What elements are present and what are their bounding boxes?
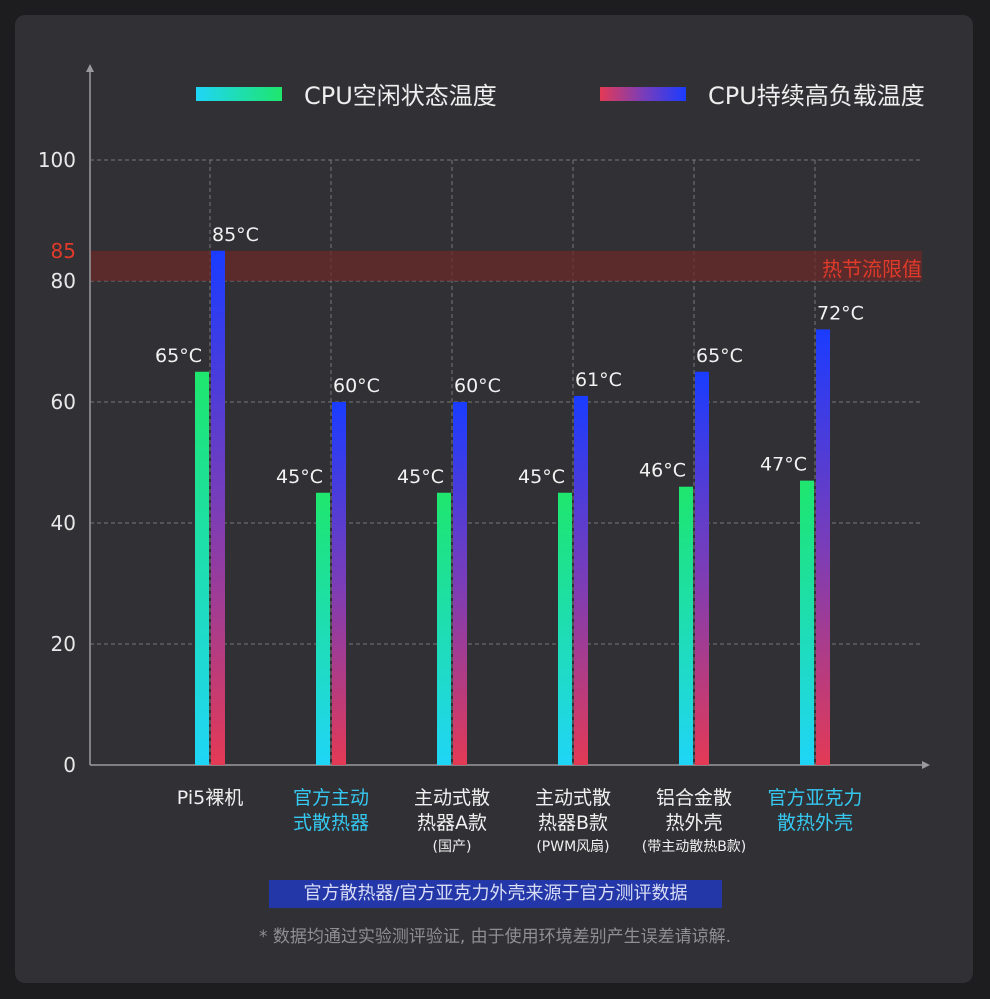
x-category-label: 主动式散热器B款 (PWM风扇) <box>503 786 643 858</box>
bar-load <box>211 250 225 765</box>
x-axis-arrow-icon <box>922 761 930 769</box>
x-category-line: 官方主动 <box>292 787 369 809</box>
bar-load <box>574 395 588 765</box>
data-label-idle: 45°C <box>518 466 565 488</box>
x-category-sub: (国产) <box>432 839 472 855</box>
y-tick-label: 40 <box>51 511 76 535</box>
x-category-line: 散热外壳 <box>776 812 853 834</box>
x-category-label: 主动式散热器A款 (国产) <box>382 786 522 858</box>
y-tick-label: 0 <box>63 753 76 777</box>
y-tick-label: 80 <box>51 269 76 293</box>
bar-load <box>453 402 467 765</box>
bar-load <box>695 371 709 765</box>
bar-idle <box>437 492 451 765</box>
y-tick-label: 60 <box>51 390 76 414</box>
threshold-label: 热节流限值 <box>822 257 922 281</box>
y-axis-arrow-icon <box>86 64 94 72</box>
x-category-sub: (PWM风扇) <box>536 839 610 855</box>
data-label-idle: 47°C <box>760 454 807 476</box>
data-label-load: 85°C <box>212 224 259 246</box>
x-category-sub: (带主动散热B款) <box>641 839 747 855</box>
bar-idle <box>679 486 693 765</box>
disclaimer-text: * 数据均通过实验测评验证, 由于使用环境差别产生误差请谅解. <box>258 927 732 947</box>
x-category-line: Pi5裸机 <box>176 787 244 809</box>
bar-load <box>332 402 346 765</box>
legend-label-idle: CPU空闲状态温度 <box>304 82 497 110</box>
data-label-load: 65°C <box>696 345 743 367</box>
legend-item-idle: CPU空闲状态温度 <box>196 76 497 111</box>
data-label-idle: 45°C <box>276 466 323 488</box>
data-label-load: 60°C <box>454 375 501 397</box>
data-label-load: 72°C <box>817 302 864 324</box>
legend-label-load: CPU持续高负载温度 <box>708 82 925 110</box>
x-category-line: 热器B款 <box>537 812 609 834</box>
x-category-line: 铝合金散 <box>655 787 732 809</box>
throttle-band <box>90 250 922 281</box>
legend-swatch-idle <box>196 86 282 101</box>
data-label-idle: 65°C <box>155 345 202 367</box>
bar-load <box>816 329 830 765</box>
x-category-line: 主动式散 <box>413 787 490 809</box>
x-category-line: 式散热器 <box>292 812 369 834</box>
x-category-line: 主动式散 <box>534 787 611 809</box>
x-category-label: Pi5裸机 <box>140 786 280 811</box>
x-category-label: 官方亚克力 散热外壳 <box>745 786 885 836</box>
legend-item-load: CPU持续高负载温度 <box>600 76 925 111</box>
threshold-tick-label: 85 <box>51 239 76 263</box>
bar-idle <box>800 480 814 765</box>
source-note: 官方散热器/官方亚克力外壳来源于官方测评数据 <box>269 880 722 908</box>
data-label-load: 61°C <box>575 369 622 391</box>
bar-idle <box>195 371 209 765</box>
x-category-label: 官方主动 式散热器 <box>261 786 401 836</box>
x-category-label: 铝合金散热外壳 (带主动散热B款) <box>624 786 764 858</box>
legend-swatch-load <box>600 86 686 101</box>
y-tick-label: 100 <box>38 148 76 172</box>
x-category-line: 官方亚克力 <box>767 787 863 809</box>
x-category-line: 热器A款 <box>417 812 487 834</box>
data-label-idle: 45°C <box>397 466 444 488</box>
data-label-load: 60°C <box>333 375 380 397</box>
x-category-line: 热外壳 <box>665 812 723 834</box>
bar-idle <box>316 492 330 765</box>
y-tick-label: 20 <box>51 632 76 656</box>
bar-idle <box>558 492 572 765</box>
data-label-idle: 46°C <box>639 460 686 482</box>
